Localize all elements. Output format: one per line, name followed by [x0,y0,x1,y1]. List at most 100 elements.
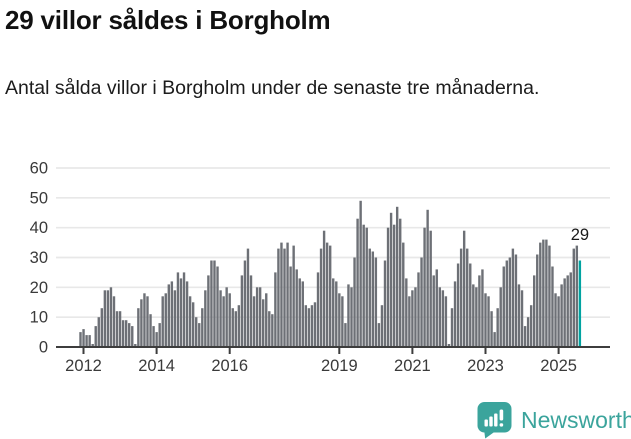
bar [350,287,353,347]
bar [277,248,280,347]
bar [228,293,231,347]
svg-text:20: 20 [30,279,48,297]
bar [502,266,505,347]
bar [103,290,107,347]
bar [176,272,180,347]
bar [441,290,445,347]
bar [121,320,125,347]
bar [450,308,454,347]
bar [572,248,575,347]
bar [493,332,496,347]
bar [475,287,478,347]
bar [283,248,286,347]
bar [462,230,466,347]
gridlines [56,167,610,319]
svg-text:50: 50 [30,189,48,207]
bar [313,302,317,347]
bar [79,332,82,347]
bar [560,284,563,347]
bar [444,296,448,347]
bar [271,314,274,347]
bar [100,308,104,347]
bar [85,335,88,347]
bar [134,344,137,347]
bar [411,290,414,347]
bar [301,281,304,347]
bar [207,275,210,347]
bar [280,242,283,347]
svg-text:40: 40 [30,219,48,237]
bar [395,206,399,347]
bar [332,278,335,347]
bar [338,293,341,347]
bar [179,278,183,347]
bar [128,323,131,347]
svg-text:10: 10 [30,309,48,327]
bar [466,248,469,347]
bar [371,251,375,347]
svg-text:2014: 2014 [138,357,175,375]
bar [569,272,572,347]
bar [377,323,381,347]
svg-text:2023: 2023 [467,357,504,375]
bar [529,305,533,347]
bar [188,296,192,347]
bar [164,293,167,347]
bar [447,344,451,347]
bar [298,278,301,347]
bar [426,209,429,347]
bar [265,293,268,347]
bar [365,227,368,347]
bar [268,311,271,347]
svg-text:2021: 2021 [394,357,431,375]
bar [484,293,487,347]
bar [380,305,384,347]
bar [237,305,241,347]
bar [374,257,378,347]
bar [469,263,472,347]
sales-bar-chart: 0 10 20 30 40 50 60 2012 2014 2016 2019 2021 2023 202… [0,150,631,385]
bar [383,260,387,347]
chart-header: 29 villor såldes i Borgholm Antal sålda … [5,4,625,102]
bar [234,311,237,347]
bar [124,320,128,347]
bar [496,308,499,347]
newsworthy-logo: Newsworthy [477,401,631,439]
bar [173,290,177,347]
bar [389,212,393,347]
bar [161,296,164,347]
bar [408,296,411,347]
bar [182,272,186,347]
bar [402,242,405,347]
bar [566,275,569,347]
bar [508,257,512,347]
bar [523,326,527,347]
bar [545,239,548,347]
bar [204,290,207,347]
bar [514,254,518,347]
bar [152,326,155,347]
bar [155,332,158,347]
bar [511,248,515,347]
bar [97,317,100,347]
bar [170,281,174,347]
svg-text:2025: 2025 [540,357,577,375]
bar [319,248,323,347]
bar [289,266,292,347]
bar [243,260,247,347]
bar [112,296,116,347]
svg-text:2019: 2019 [321,357,358,375]
bar [201,308,204,347]
bar [140,299,143,347]
bar [362,224,365,347]
bar [286,242,289,347]
bar [292,245,295,347]
bar [487,296,490,347]
bar [542,239,545,347]
bar [435,269,438,347]
bar [551,266,554,347]
bar [368,248,371,347]
bar [158,323,161,347]
highlight-bar [578,260,582,347]
last-value-annotation: 29 [571,226,589,244]
